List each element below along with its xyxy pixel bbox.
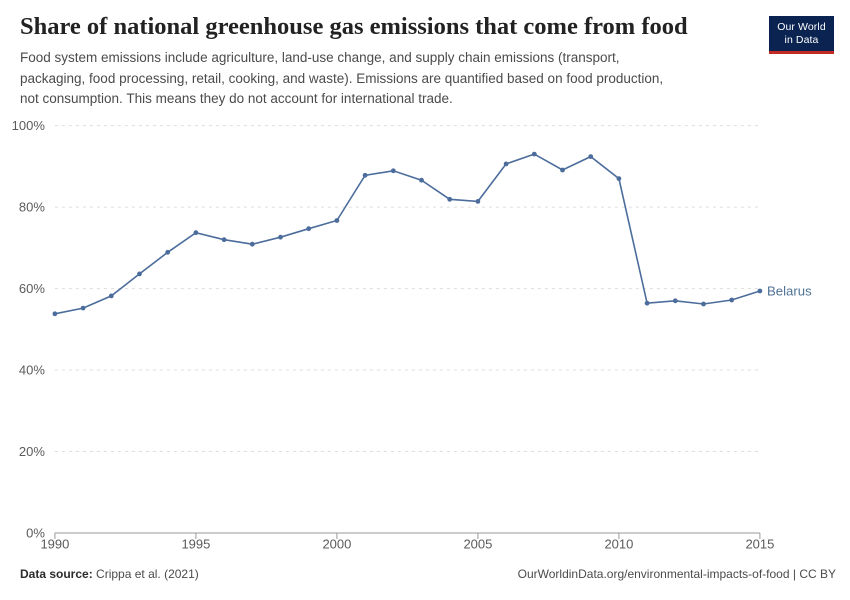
svg-text:2010: 2010 — [604, 537, 633, 552]
svg-text:100%: 100% — [12, 118, 46, 133]
svg-text:2005: 2005 — [463, 537, 492, 552]
svg-text:Belarus: Belarus — [767, 284, 812, 299]
svg-text:1995: 1995 — [181, 537, 210, 552]
svg-text:40%: 40% — [19, 363, 45, 378]
svg-text:60%: 60% — [19, 281, 45, 296]
svg-text:20%: 20% — [19, 444, 45, 459]
svg-text:2015: 2015 — [745, 537, 774, 552]
svg-text:1990: 1990 — [40, 537, 69, 552]
svg-text:80%: 80% — [19, 200, 45, 215]
svg-text:2000: 2000 — [322, 537, 351, 552]
